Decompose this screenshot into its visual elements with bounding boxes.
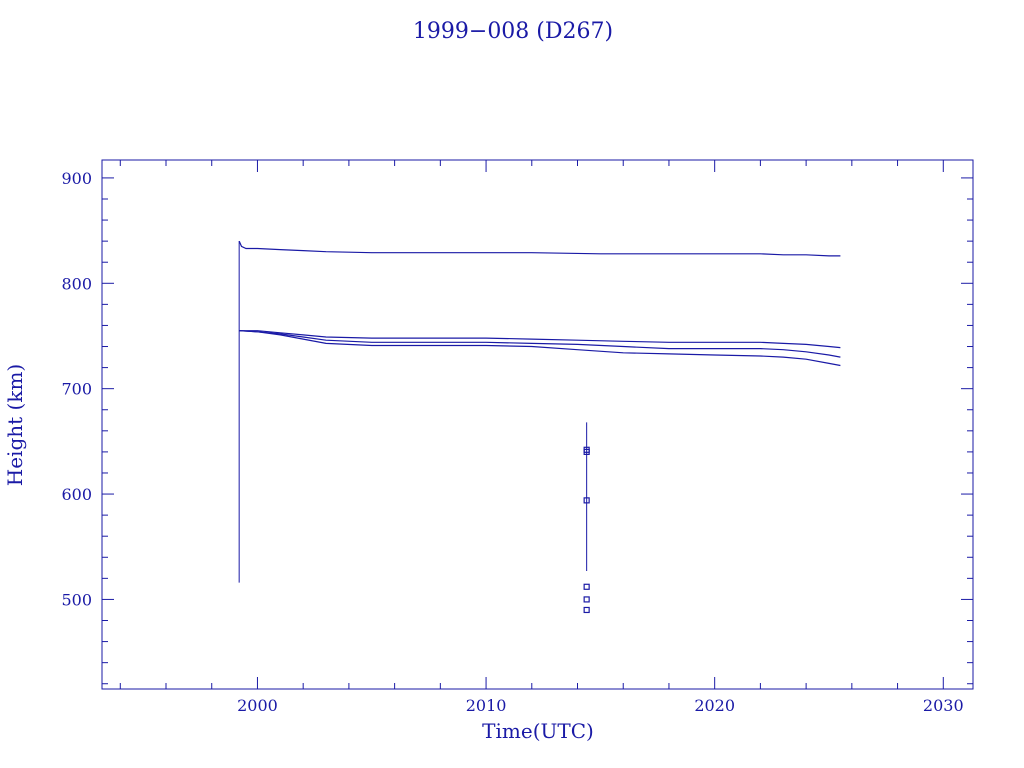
axis-ticks: [102, 160, 973, 689]
x-tick-label: 2020: [694, 696, 735, 715]
markers: [583, 446, 590, 614]
x-tick-label: 2000: [237, 696, 278, 715]
y-tick-labels: 500 600 700 800 900: [61, 169, 92, 610]
y-tick-label: 900: [61, 169, 92, 188]
data-marker: [583, 583, 590, 590]
series-line: [238, 240, 841, 257]
data-marker: [583, 448, 590, 455]
y-tick-label: 800: [61, 274, 92, 293]
vertical-lines: [238, 241, 588, 583]
y-tick-label: 700: [61, 380, 92, 399]
x-axis-label: Time(UTC): [482, 719, 594, 743]
y-axis-label: Height (km): [3, 364, 27, 486]
data-marker: [583, 497, 590, 504]
x-tick-labels: 2000 2010 2020 2030: [237, 696, 964, 715]
data-marker: [583, 606, 590, 614]
chart-title: 1999−008 (D267): [413, 19, 613, 44]
x-tick-label: 2010: [466, 696, 507, 715]
x-tick-label: 2030: [923, 696, 964, 715]
data-marker: [583, 596, 590, 603]
y-tick-label: 600: [61, 485, 92, 504]
series-line: [239, 330, 841, 349]
y-tick-label: 500: [61, 590, 92, 609]
series-line: [239, 330, 841, 358]
series-line: [239, 330, 841, 367]
plot-frame: [101, 159, 974, 690]
series-group: [238, 240, 841, 367]
